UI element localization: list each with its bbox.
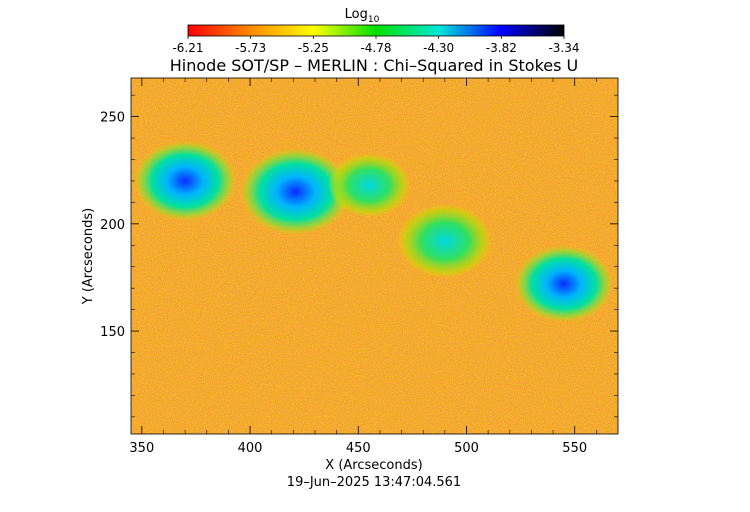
x-tick-label: 500 bbox=[454, 441, 479, 456]
colorbar-tick-label: -5.25 bbox=[298, 41, 329, 55]
colorbar-ticks: -6.21 -5.73 -5.25 -4.78 -4.30 -3.82 -3.34 bbox=[172, 36, 580, 55]
colorbar: Log10 -6.21 -5.73 -5.25 -4.78 -4.30 -3.82 -3.3… bbox=[172, 7, 579, 55]
heatmap-feature-plage-1 bbox=[328, 153, 411, 218]
y-axis-ticks: 150 200 250 bbox=[100, 94, 618, 418]
colorbar-tick-label: -3.34 bbox=[548, 41, 579, 55]
timestamp: 19–Jun–2025 13:47:04.561 bbox=[287, 475, 461, 490]
colorbar-tick-label: -4.30 bbox=[423, 41, 454, 55]
colorbar-tick-label: -6.21 bbox=[172, 41, 203, 55]
x-axis-label: X (Arcseconds) bbox=[325, 458, 422, 473]
heatmap-features bbox=[133, 140, 614, 323]
colorbar-tick-label: -4.78 bbox=[360, 41, 391, 55]
x-tick-label: 350 bbox=[129, 441, 154, 456]
x-tick-label: 550 bbox=[562, 441, 587, 456]
y-axis-label: Y (Arcseconds) bbox=[81, 208, 96, 305]
colorbar-label: Log10 bbox=[345, 7, 380, 25]
x-tick-label: 400 bbox=[238, 441, 263, 456]
plot-frame bbox=[130, 77, 619, 435]
y-tick-label: 250 bbox=[100, 111, 125, 126]
x-axis-ticks: 350 400 450 500 550 bbox=[129, 78, 597, 456]
y-tick-label: 150 bbox=[100, 325, 125, 340]
heatmap-feature-sunspot-1 bbox=[133, 140, 237, 222]
colorbar-tick-label: -5.73 bbox=[235, 41, 266, 55]
x-tick-label: 450 bbox=[346, 441, 371, 456]
heatmap-feature-plage-2 bbox=[397, 204, 493, 278]
heatmap-feature-plage-3 bbox=[514, 245, 614, 323]
colorbar-strip bbox=[187, 24, 565, 37]
chart-title: Hinode SOT/SP – MERLIN : Chi–Squared in … bbox=[170, 56, 578, 75]
heatmap-feature-sunspot-2 bbox=[240, 148, 351, 235]
colorbar-tick-label: -3.82 bbox=[486, 41, 517, 55]
y-tick-label: 200 bbox=[100, 218, 125, 233]
heatmap-image bbox=[131, 78, 618, 434]
